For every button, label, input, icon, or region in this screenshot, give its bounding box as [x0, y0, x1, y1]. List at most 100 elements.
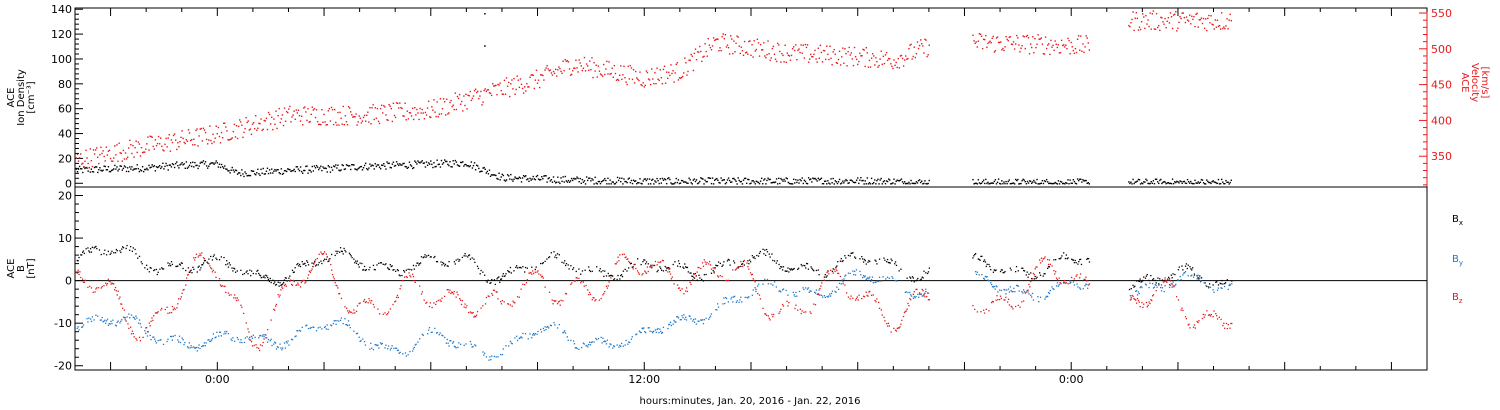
data-point [387, 345, 390, 347]
data-point [822, 182, 825, 185]
data-point [1149, 182, 1151, 185]
data-point [594, 176, 596, 179]
data-point [1057, 180, 1060, 182]
data-point [178, 298, 180, 300]
data-point [700, 267, 702, 270]
data-point [1087, 257, 1089, 260]
data-point [787, 54, 790, 56]
data-point [471, 257, 473, 259]
data-point [741, 263, 743, 265]
data-point [245, 117, 247, 119]
data-point [526, 279, 528, 281]
data-point [479, 95, 481, 97]
data-point [90, 168, 93, 170]
data-point [497, 298, 499, 300]
data-point [878, 64, 880, 67]
data-point [926, 183, 928, 185]
data-point [1069, 53, 1071, 55]
data-point [369, 163, 371, 165]
data-point [221, 285, 223, 287]
data-point [211, 162, 213, 164]
data-point [353, 115, 355, 118]
data-point [320, 251, 322, 253]
data-point [1161, 287, 1164, 289]
data-point [298, 263, 301, 266]
data-point [193, 166, 195, 168]
data-point [456, 291, 458, 293]
data-point [1041, 179, 1044, 182]
data-point [168, 164, 170, 166]
data-point [264, 334, 266, 336]
data-point [263, 335, 265, 338]
data-point [614, 263, 617, 265]
data-point [99, 167, 101, 169]
data-point [152, 165, 154, 168]
data-point [214, 162, 216, 164]
data-point [493, 279, 496, 281]
data-point [708, 44, 711, 46]
data-point [392, 269, 394, 271]
data-point [261, 335, 263, 337]
data-point [1185, 263, 1188, 265]
data-point [635, 267, 637, 270]
data-point [580, 65, 582, 67]
data-point [906, 58, 908, 60]
data-point [185, 269, 187, 272]
data-point [664, 265, 666, 268]
data-point [1154, 284, 1156, 286]
data-point [643, 178, 645, 180]
data-point [364, 162, 367, 165]
data-point [858, 294, 860, 296]
data-point [1201, 317, 1204, 320]
data-point [526, 178, 528, 181]
data-point [203, 257, 206, 260]
data-point [1182, 12, 1184, 14]
data-point [95, 314, 97, 316]
data-point [766, 53, 768, 56]
data-point [807, 61, 810, 63]
data-point [378, 166, 381, 168]
data-point [869, 260, 871, 263]
data-point [718, 181, 720, 184]
data-point [103, 253, 105, 255]
data-point [321, 328, 323, 330]
data-point [475, 164, 478, 167]
data-point [258, 347, 260, 349]
data-point [284, 170, 287, 172]
data-point [146, 268, 149, 270]
data-point [216, 331, 218, 333]
data-point [741, 50, 744, 52]
data-point [496, 278, 498, 280]
data-point [1138, 292, 1140, 295]
data-point [1185, 16, 1188, 18]
data-point [796, 295, 798, 297]
data-point [281, 284, 283, 286]
data-point [383, 162, 385, 165]
data-point [453, 163, 455, 165]
data-point [323, 251, 326, 253]
data-point [686, 266, 689, 269]
data-point [478, 97, 480, 100]
data-point [90, 287, 93, 289]
data-point [1012, 182, 1015, 184]
data-point [537, 178, 540, 180]
data-point [502, 174, 505, 177]
data-point [524, 86, 526, 88]
data-point [1209, 181, 1211, 184]
data-point [324, 167, 326, 169]
data-point [628, 267, 630, 269]
data-point [838, 178, 841, 181]
data-point [1195, 13, 1197, 16]
data-point [213, 254, 215, 256]
data-point [384, 165, 386, 167]
data-point [689, 59, 691, 62]
data-point [740, 46, 743, 48]
data-point [534, 333, 536, 335]
data-point [406, 276, 408, 279]
data-point [282, 172, 285, 175]
data-point [443, 265, 446, 267]
data-point [432, 109, 434, 111]
data-point [328, 258, 330, 260]
data-point [786, 300, 788, 302]
data-point [1145, 284, 1148, 286]
